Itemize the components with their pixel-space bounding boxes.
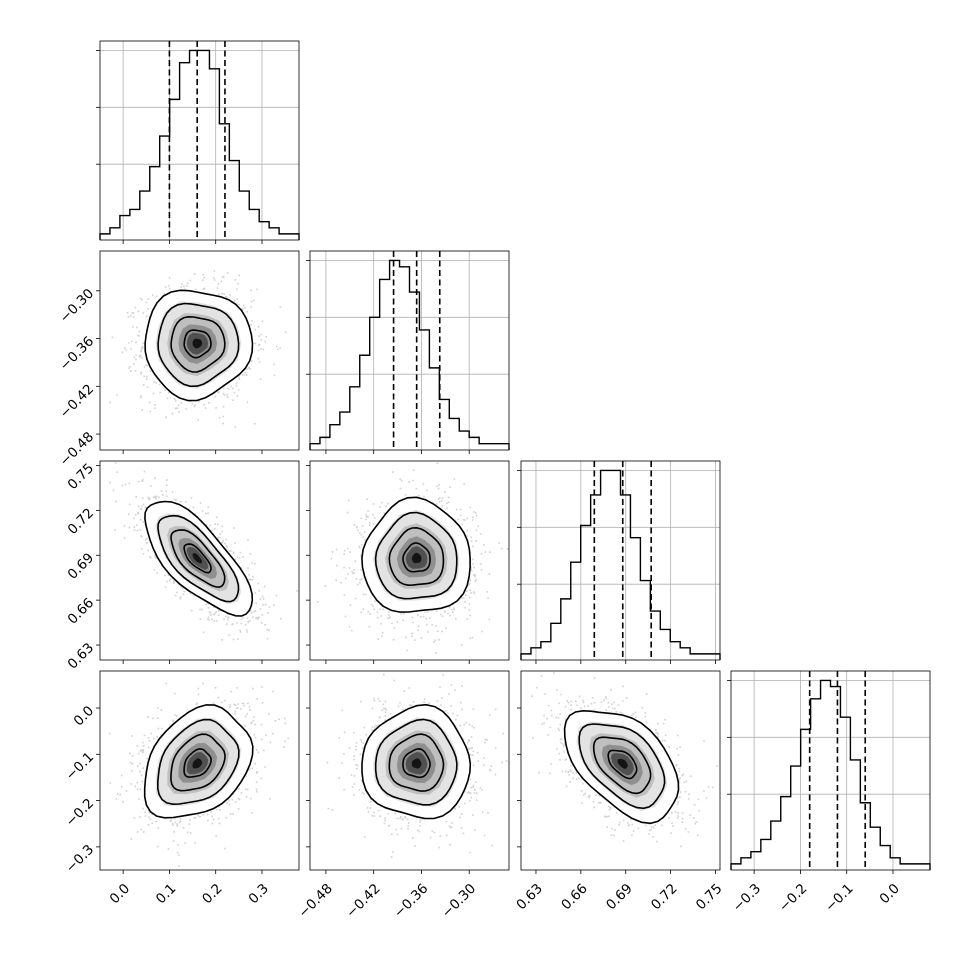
contour-line xyxy=(143,704,254,819)
panel-frame xyxy=(99,40,300,241)
x-tick-label: 0.69 xyxy=(603,881,636,914)
contour-line xyxy=(563,709,680,825)
x-tick-label: 0.2 xyxy=(199,881,226,908)
histogram-steps xyxy=(730,679,931,870)
contour-line xyxy=(361,496,471,613)
y-tick-label: −0.48 xyxy=(57,429,98,470)
y-tick-label: −0.2 xyxy=(63,795,97,829)
panel-frame xyxy=(99,460,300,661)
scatter-panel-1-3 xyxy=(306,670,510,874)
panel-frame xyxy=(309,250,510,451)
scatter-panel-1-2 xyxy=(306,460,510,664)
contour-line xyxy=(157,302,240,388)
histogram-panel-2 xyxy=(517,460,721,664)
contour-line xyxy=(578,723,666,810)
scatter-panel-2-3 xyxy=(517,670,721,874)
contour-line xyxy=(183,748,212,778)
x-tick-label: −0.36 xyxy=(391,881,432,922)
density-fill xyxy=(617,758,628,769)
histogram-panel-1 xyxy=(306,250,510,454)
histogram-steps xyxy=(309,259,510,450)
contour-line xyxy=(144,500,254,617)
density-fill xyxy=(192,758,203,769)
x-tick-label: 0.1 xyxy=(153,881,180,908)
density-fill xyxy=(411,552,422,564)
y-tick-label: 0.66 xyxy=(65,595,98,628)
y-tick-label: 0.72 xyxy=(65,505,98,538)
contour-line xyxy=(374,718,458,806)
x-tick-label: −0.3 xyxy=(730,881,764,915)
y-tick-label: −0.3 xyxy=(63,842,97,876)
contour-line xyxy=(388,733,445,792)
contour-line xyxy=(607,749,638,780)
panel-frame xyxy=(99,670,300,871)
panel-frame xyxy=(520,460,721,661)
x-tick-label: 0.66 xyxy=(558,881,591,914)
y-tick-label: 0.69 xyxy=(65,550,98,583)
contour-line xyxy=(388,526,445,587)
histogram-panel-3 xyxy=(727,670,931,874)
panel-frame xyxy=(520,670,721,871)
scatter-panel-0-3 xyxy=(96,670,300,874)
panel-frame xyxy=(309,670,510,871)
x-tick-label: 0.3 xyxy=(245,881,272,908)
contour-line xyxy=(183,329,212,359)
scatter-panel-0-2 xyxy=(96,460,300,664)
y-tick-label: −0.1 xyxy=(63,749,97,783)
contour-line xyxy=(402,542,431,573)
histogram-panel-0 xyxy=(96,40,300,244)
density-fill xyxy=(411,758,422,769)
panel-frame xyxy=(99,250,300,451)
contour-line xyxy=(402,747,431,779)
x-tick-label: 0.63 xyxy=(513,881,546,914)
contour-line xyxy=(144,289,254,402)
panel-frame xyxy=(309,460,510,661)
contour-line xyxy=(170,315,226,373)
y-tick-label: 0.0 xyxy=(71,703,98,730)
contour-line xyxy=(374,511,458,600)
density-fill xyxy=(192,338,203,349)
panel-frame xyxy=(730,670,931,871)
x-tick-label: −0.2 xyxy=(776,881,810,915)
contour-line xyxy=(183,543,212,574)
contour-line xyxy=(170,529,226,588)
y-tick-label: −0.36 xyxy=(57,333,98,374)
contour-line xyxy=(157,514,240,603)
scatter-panel-0-1 xyxy=(96,250,300,454)
x-tick-label: −0.48 xyxy=(295,881,336,922)
x-tick-label: 0.0 xyxy=(876,881,903,908)
y-tick-label: −0.42 xyxy=(57,381,98,422)
x-tick-label: −0.42 xyxy=(343,881,384,922)
x-tick-label: 0.0 xyxy=(107,881,134,908)
contour-line xyxy=(592,736,652,795)
histogram-steps xyxy=(99,49,300,240)
y-tick-label: −0.30 xyxy=(57,286,98,327)
contour-line xyxy=(157,718,240,806)
y-tick-label: 0.63 xyxy=(65,640,98,673)
contour-line xyxy=(170,733,226,792)
x-tick-label: 0.72 xyxy=(648,881,681,914)
x-tick-label: −0.1 xyxy=(822,881,856,915)
contour-line xyxy=(361,703,472,820)
x-tick-label: −0.30 xyxy=(439,881,480,922)
x-tick-label: 0.75 xyxy=(693,881,726,914)
density-fill xyxy=(192,553,203,564)
histogram-steps xyxy=(520,469,721,660)
